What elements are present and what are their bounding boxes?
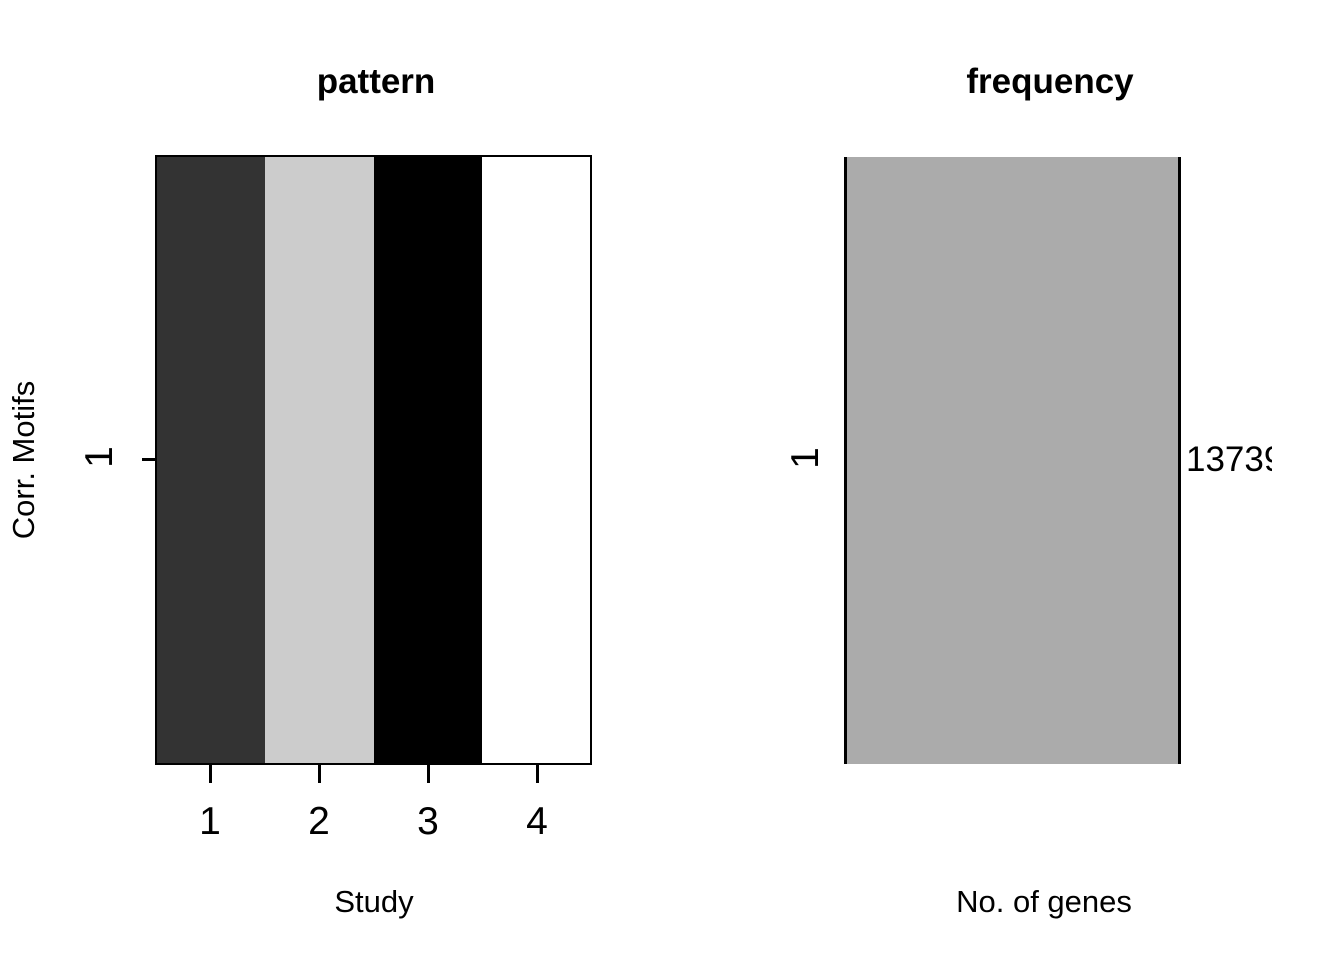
pattern-heatmap (155, 155, 592, 765)
pattern-cell-study-2 (265, 157, 374, 763)
frequency-y-tick-label: 1 (784, 447, 827, 469)
pattern-cell-study-4 (481, 157, 590, 763)
pattern-x-tick-mark-4 (536, 765, 539, 783)
frequency-x-axis-title: No. of genes (956, 884, 1132, 919)
pattern-panel-title: pattern (316, 62, 436, 101)
frequency-bar (844, 157, 1181, 764)
pattern-x-tick-label-2: 2 (308, 800, 330, 843)
pattern-x-tick-label-1: 1 (199, 800, 221, 843)
pattern-x-tick-mark-1 (209, 765, 212, 783)
pattern-y-tick-label: 1 (78, 446, 121, 468)
pattern-x-tick-label-3: 3 (417, 800, 439, 843)
pattern-cell-study-3 (373, 157, 482, 763)
pattern-y-tick-mark (142, 458, 156, 461)
pattern-x-axis-title: Study (334, 884, 414, 919)
frequency-panel-title: frequency (966, 62, 1134, 101)
pattern-cell-study-1 (157, 157, 266, 763)
pattern-y-axis-title: Corr. Motifs (6, 380, 41, 540)
pattern-x-tick-label-4: 4 (526, 800, 548, 843)
frequency-value-label: 13739 (1186, 440, 1272, 479)
pattern-x-tick-mark-3 (427, 765, 430, 783)
pattern-x-tick-mark-2 (318, 765, 321, 783)
